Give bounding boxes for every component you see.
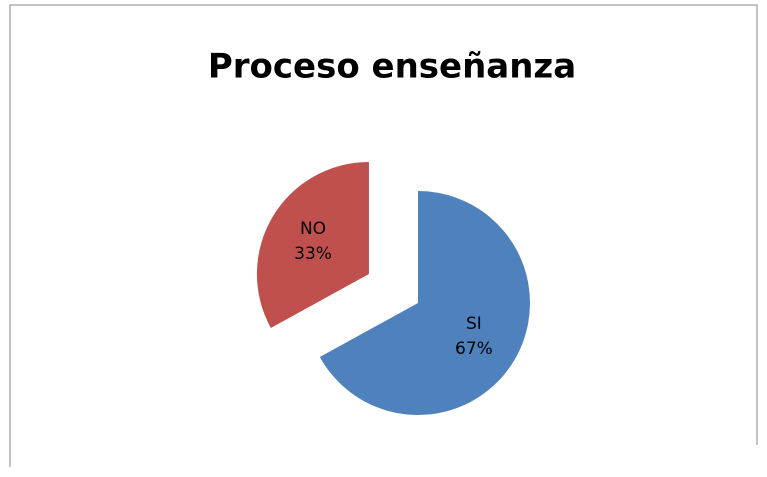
chart-border: [9, 4, 758, 467]
chart-title: Proceso enseñanza: [208, 47, 576, 87]
slice-value-label: 67%: [455, 339, 493, 359]
pie-slice: [319, 191, 530, 415]
slice-category-label: NO: [300, 219, 326, 239]
slice-category-label: SI: [466, 314, 482, 334]
slice-value-label: 33%: [294, 244, 332, 264]
pie-slice: [256, 161, 369, 328]
